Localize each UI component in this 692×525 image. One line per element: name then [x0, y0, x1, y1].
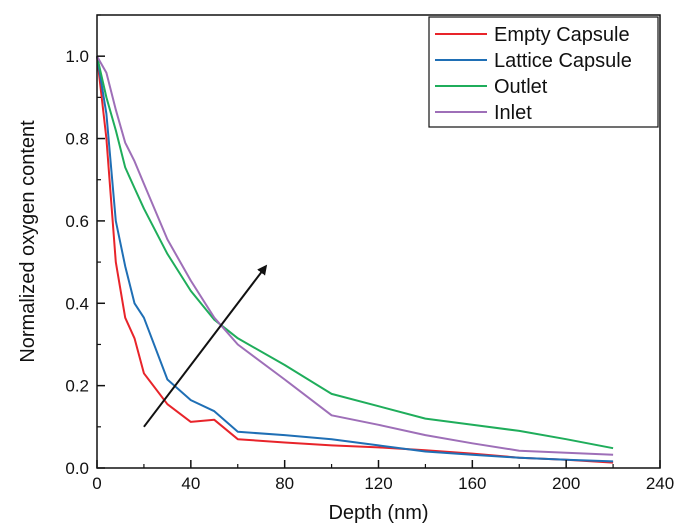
legend-label-0: Empty Capsule — [494, 24, 630, 46]
x-tick-label: 240 — [646, 474, 674, 493]
y-tick-label: 0.0 — [65, 459, 89, 478]
legend: Empty Capsule Lattice Capsule Outlet Inlet — [428, 16, 659, 128]
y-tick-label: 0.4 — [65, 294, 89, 313]
x-tick-label: 40 — [181, 474, 200, 493]
y-tick-label: 1.0 — [65, 47, 89, 66]
y-axis: 0.0 0.2 0.4 0.6 0.8 1.0 — [65, 14, 105, 478]
legend-label-2: Outlet — [494, 76, 548, 98]
x-axis: 0 40 80 120 160 200 240 — [92, 460, 674, 493]
y-tick-label: 0.8 — [65, 130, 89, 149]
x-tick-label: 80 — [275, 474, 294, 493]
trend-arrow-0 — [143, 264, 268, 428]
legend-label-1: Lattice Capsule — [494, 50, 632, 72]
y-axis-label: Normalized oxygen content — [17, 120, 39, 363]
y-tick-label: 0.2 — [65, 377, 89, 396]
series-layer — [96, 55, 614, 464]
series-line-3 — [96, 55, 614, 456]
x-axis-label: Depth (nm) — [328, 502, 428, 524]
legend-box — [428, 16, 659, 128]
x-tick-label: 160 — [458, 474, 486, 493]
x-tick-label: 120 — [364, 474, 392, 493]
x-tick-label: 0 — [92, 474, 101, 493]
legend-label-3: Inlet — [494, 102, 532, 124]
series-line-1 — [96, 56, 614, 463]
annotation-layer — [143, 264, 268, 428]
x-tick-label: 200 — [552, 474, 580, 493]
series-line-2 — [96, 55, 614, 450]
y-tick-label: 0.6 — [65, 212, 89, 231]
